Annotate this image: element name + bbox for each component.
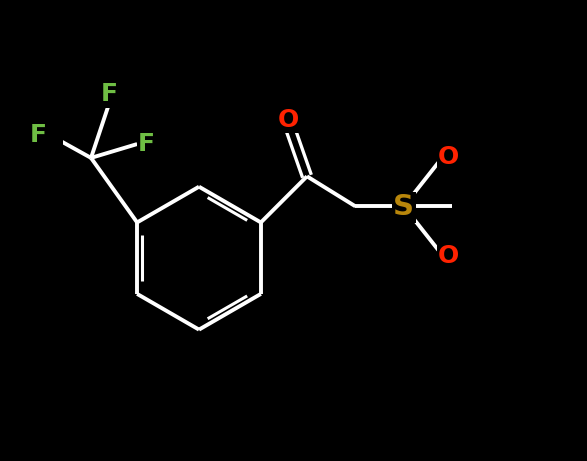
Text: F: F bbox=[138, 132, 155, 156]
Text: O: O bbox=[278, 108, 299, 132]
Text: F: F bbox=[101, 82, 118, 106]
Text: F: F bbox=[29, 123, 46, 147]
Text: O: O bbox=[438, 243, 459, 268]
Text: S: S bbox=[393, 193, 414, 221]
Text: O: O bbox=[438, 145, 459, 169]
